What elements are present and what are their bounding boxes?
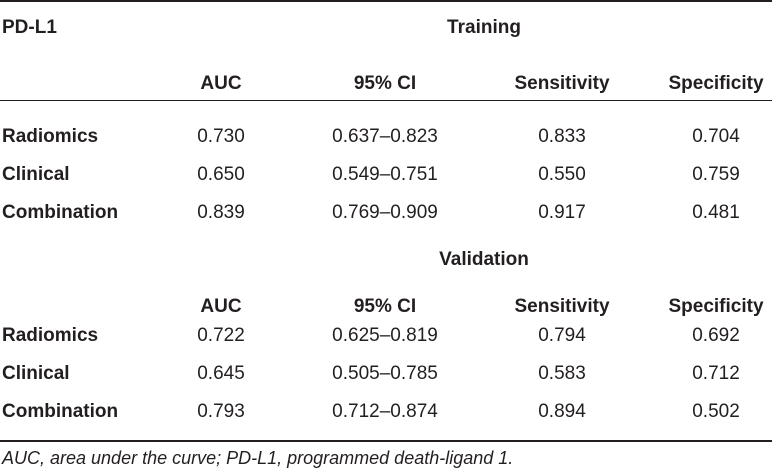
row-label: Combination (2, 202, 119, 223)
auc-value: 0.730 (197, 126, 245, 147)
auc-value: 0.645 (197, 363, 245, 384)
row-label: Radiomics (2, 325, 99, 346)
row-label: Combination (2, 401, 119, 422)
row-label: Radiomics (2, 126, 99, 147)
specificity-value: 0.481 (692, 202, 740, 223)
specificity-value: 0.759 (692, 164, 740, 185)
specificity-value: 0.712 (692, 363, 740, 384)
specificity-value: 0.502 (692, 401, 740, 422)
column-header-specificity: Specificity (668, 73, 764, 94)
section-title-training: Training (447, 17, 521, 38)
ci-value: 0.769–0.909 (332, 202, 438, 223)
column-header-ci: 95% CI (353, 296, 417, 317)
specificity-value: 0.692 (692, 325, 740, 346)
sensitivity-value: 0.550 (538, 164, 586, 185)
column-header-auc: AUC (200, 296, 242, 317)
column-header-ci: 95% CI (353, 73, 417, 94)
ci-value: 0.712–0.874 (332, 401, 438, 422)
column-header-sensitivity: Sensitivity (514, 296, 610, 317)
row-label: Clinical (2, 164, 70, 185)
ci-value: 0.505–0.785 (332, 363, 438, 384)
bottom-rule (0, 440, 772, 442)
header-rule (0, 100, 772, 101)
auc-value: 0.722 (197, 325, 245, 346)
column-header-auc: AUC (200, 73, 242, 94)
ci-value: 0.625–0.819 (332, 325, 438, 346)
specificity-value: 0.704 (692, 126, 740, 147)
table-footnote: AUC, area under the curve; PD-L1, progra… (2, 448, 514, 468)
row-label: Clinical (2, 363, 70, 384)
ci-value: 0.549–0.751 (332, 164, 438, 185)
sensitivity-value: 0.917 (538, 202, 586, 223)
ci-value: 0.637–0.823 (332, 126, 438, 147)
auc-value: 0.793 (197, 401, 245, 422)
auc-value: 0.839 (197, 202, 245, 223)
sensitivity-value: 0.833 (538, 126, 586, 147)
top-rule (0, 0, 772, 2)
section-title-validation: Validation (439, 249, 529, 270)
sensitivity-value: 0.794 (538, 325, 586, 346)
sensitivity-value: 0.894 (538, 401, 586, 422)
column-header-specificity: Specificity (668, 296, 764, 317)
corner-label: PD-L1 (2, 17, 57, 38)
column-header-sensitivity: Sensitivity (514, 73, 610, 94)
sensitivity-value: 0.583 (538, 363, 586, 384)
auc-value: 0.650 (197, 164, 245, 185)
